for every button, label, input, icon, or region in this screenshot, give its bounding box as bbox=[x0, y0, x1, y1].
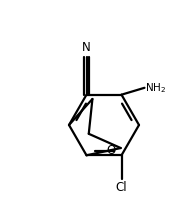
Text: Cl: Cl bbox=[116, 181, 127, 194]
Text: O: O bbox=[107, 143, 116, 157]
Text: N: N bbox=[82, 41, 91, 54]
Text: NH$_2$: NH$_2$ bbox=[146, 81, 167, 95]
